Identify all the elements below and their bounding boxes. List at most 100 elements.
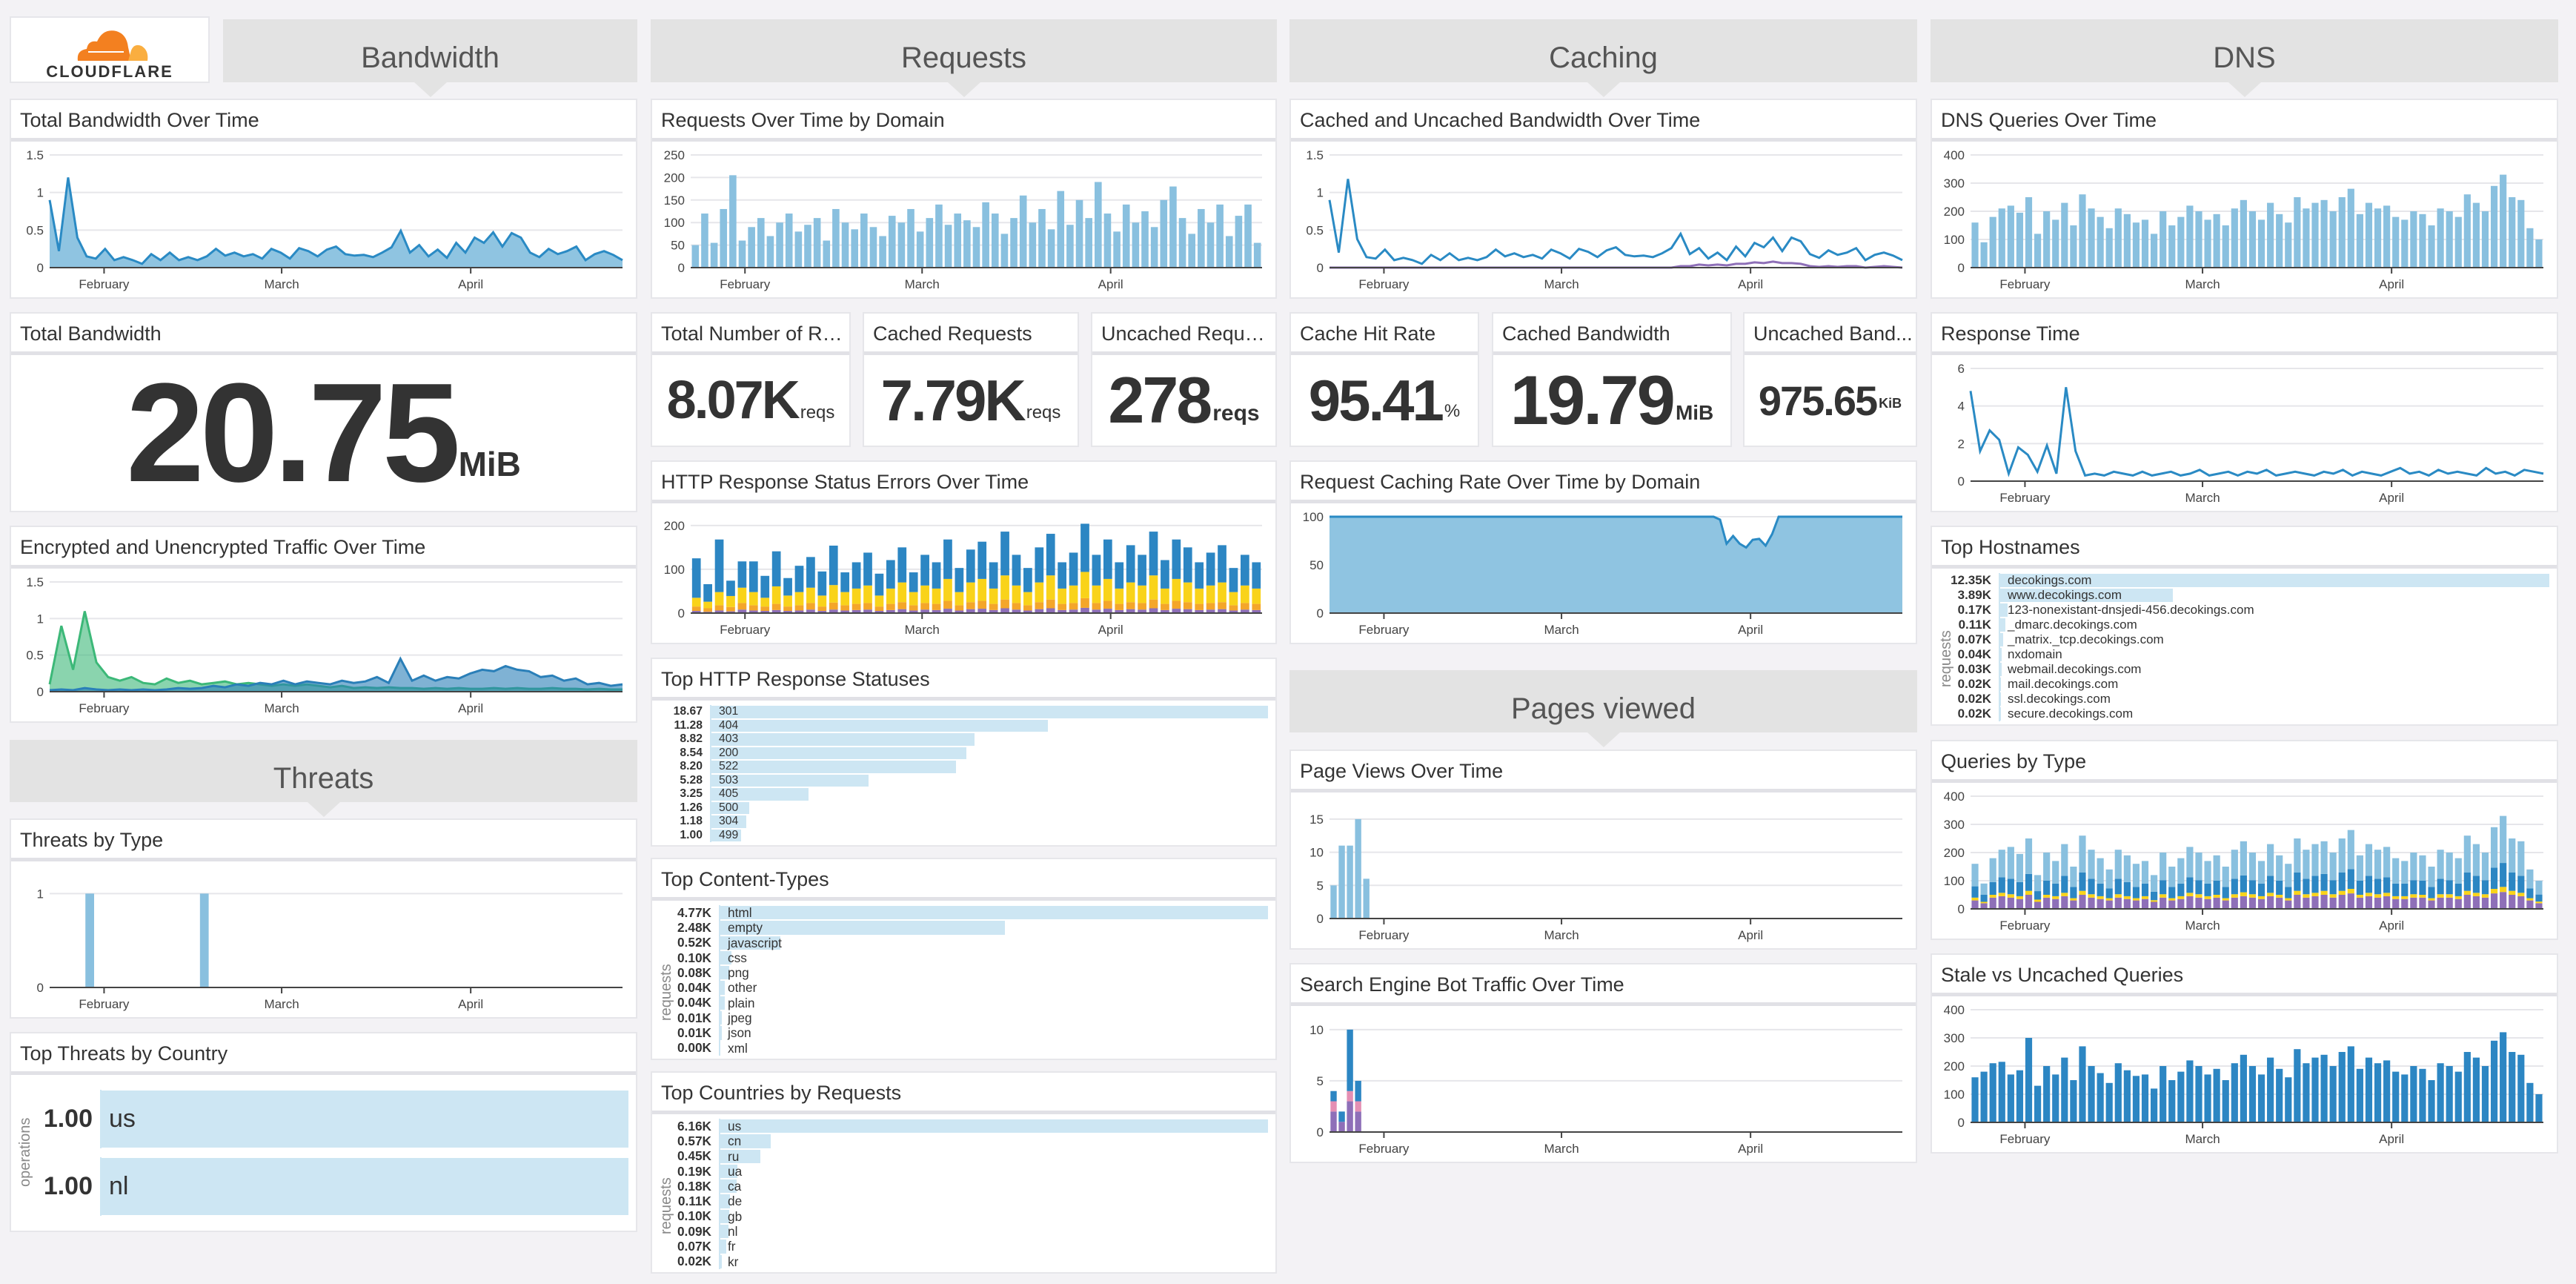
- bar[interactable]: [2186, 893, 2194, 896]
- bar[interactable]: [2016, 1070, 2024, 1122]
- bar[interactable]: [2105, 869, 2113, 889]
- bar[interactable]: [2177, 899, 2185, 909]
- bar[interactable]: [2517, 896, 2525, 909]
- bar[interactable]: [2257, 899, 2265, 909]
- bar[interactable]: [1218, 602, 1226, 609]
- bar[interactable]: [2383, 896, 2391, 909]
- bar[interactable]: [2401, 883, 2409, 896]
- bar[interactable]: [1971, 864, 1979, 887]
- bar-row[interactable]: 0.57K cn: [652, 1134, 1275, 1149]
- bar[interactable]: [1080, 523, 1089, 572]
- bar[interactable]: [920, 585, 929, 603]
- bar[interactable]: [2374, 850, 2382, 879]
- bar[interactable]: [2248, 894, 2257, 898]
- bar[interactable]: [2132, 898, 2140, 901]
- bar[interactable]: [1012, 603, 1021, 610]
- bar[interactable]: [2303, 894, 2310, 898]
- bar[interactable]: [2267, 1057, 2274, 1122]
- bar[interactable]: [2311, 893, 2319, 896]
- bar[interactable]: [1085, 218, 1092, 268]
- bar[interactable]: [2257, 219, 2265, 268]
- bar[interactable]: [832, 208, 840, 268]
- bar[interactable]: [897, 547, 907, 583]
- bar[interactable]: [932, 562, 941, 589]
- bar[interactable]: [1132, 222, 1140, 268]
- bar[interactable]: [817, 606, 827, 612]
- bar[interactable]: [2114, 208, 2122, 268]
- bar[interactable]: [2454, 899, 2462, 909]
- bar[interactable]: [2338, 1052, 2346, 1122]
- bar[interactable]: [2248, 211, 2257, 268]
- chart-area[interactable]: 0 50 100 150 200 250 February March April: [652, 142, 1275, 297]
- bar[interactable]: [2257, 1074, 2265, 1122]
- bar[interactable]: [2034, 234, 2042, 268]
- bar[interactable]: [1195, 562, 1204, 589]
- bar[interactable]: [2177, 1071, 2185, 1122]
- bar[interactable]: [2419, 895, 2426, 898]
- bar[interactable]: [1080, 598, 1089, 608]
- bar[interactable]: [2222, 887, 2229, 899]
- bar[interactable]: [2141, 899, 2149, 909]
- bar[interactable]: [1363, 878, 1370, 919]
- bar[interactable]: [989, 588, 998, 604]
- line-series[interactable]: [48, 177, 623, 265]
- bar[interactable]: [806, 587, 815, 603]
- bar[interactable]: [1115, 588, 1124, 604]
- bar[interactable]: [1161, 603, 1169, 610]
- bar[interactable]: [1241, 603, 1249, 610]
- bar[interactable]: [2132, 887, 2140, 899]
- bar[interactable]: [2428, 867, 2435, 887]
- bar[interactable]: [1338, 1111, 1345, 1122]
- bar[interactable]: [1138, 585, 1146, 603]
- bar[interactable]: [2303, 1063, 2310, 1122]
- bar[interactable]: [2025, 838, 2033, 874]
- bar[interactable]: [2061, 1057, 2068, 1122]
- bar[interactable]: [2213, 895, 2220, 898]
- bar[interactable]: [874, 573, 884, 596]
- bar[interactable]: [1989, 858, 1996, 882]
- bar-row[interactable]: 4.77K html: [652, 905, 1275, 921]
- bar[interactable]: [737, 561, 747, 588]
- bar-row[interactable]: 0.17K 123-nonexistant-dnsjedi-456.decokin…: [1932, 603, 2557, 618]
- bar[interactable]: [729, 175, 737, 268]
- bar[interactable]: [2365, 893, 2373, 896]
- bar[interactable]: [2285, 1077, 2292, 1122]
- bar[interactable]: [2177, 216, 2185, 268]
- bar[interactable]: [1998, 896, 2005, 909]
- bar[interactable]: [966, 609, 975, 613]
- line-series[interactable]: [1330, 260, 1903, 269]
- bar[interactable]: [2043, 897, 2051, 909]
- bar[interactable]: [2034, 891, 2042, 900]
- chart-area[interactable]: 0 50 100 February March April: [1291, 503, 1916, 643]
- bar[interactable]: [2231, 894, 2238, 898]
- bar[interactable]: [2160, 1066, 2167, 1122]
- bar[interactable]: [2088, 878, 2095, 895]
- bar[interactable]: [2114, 850, 2122, 879]
- bar[interactable]: [2500, 1032, 2507, 1122]
- bar[interactable]: [2410, 894, 2417, 898]
- bar[interactable]: [1069, 603, 1078, 610]
- bar[interactable]: [1338, 1122, 1345, 1132]
- bar[interactable]: [943, 539, 952, 579]
- bar[interactable]: [1216, 204, 1224, 268]
- bar[interactable]: [2168, 900, 2176, 909]
- bar[interactable]: [1998, 877, 2005, 893]
- bar[interactable]: [909, 592, 918, 606]
- bar[interactable]: [897, 602, 907, 609]
- bar[interactable]: [1183, 609, 1192, 613]
- bar[interactable]: [1172, 578, 1181, 601]
- bar[interactable]: [2392, 899, 2400, 909]
- bar[interactable]: [874, 611, 884, 613]
- bar[interactable]: [2132, 1076, 2140, 1122]
- bar[interactable]: [703, 601, 712, 609]
- bar[interactable]: [2231, 878, 2238, 895]
- bar[interactable]: [1206, 585, 1215, 603]
- bar[interactable]: [2285, 887, 2292, 899]
- bar[interactable]: [2365, 876, 2373, 893]
- bar[interactable]: [2392, 858, 2400, 884]
- bar[interactable]: [2463, 895, 2471, 909]
- bar[interactable]: [2016, 896, 2024, 899]
- bar[interactable]: [2186, 205, 2194, 268]
- bar[interactable]: [1035, 609, 1044, 613]
- bar[interactable]: [2079, 194, 2086, 268]
